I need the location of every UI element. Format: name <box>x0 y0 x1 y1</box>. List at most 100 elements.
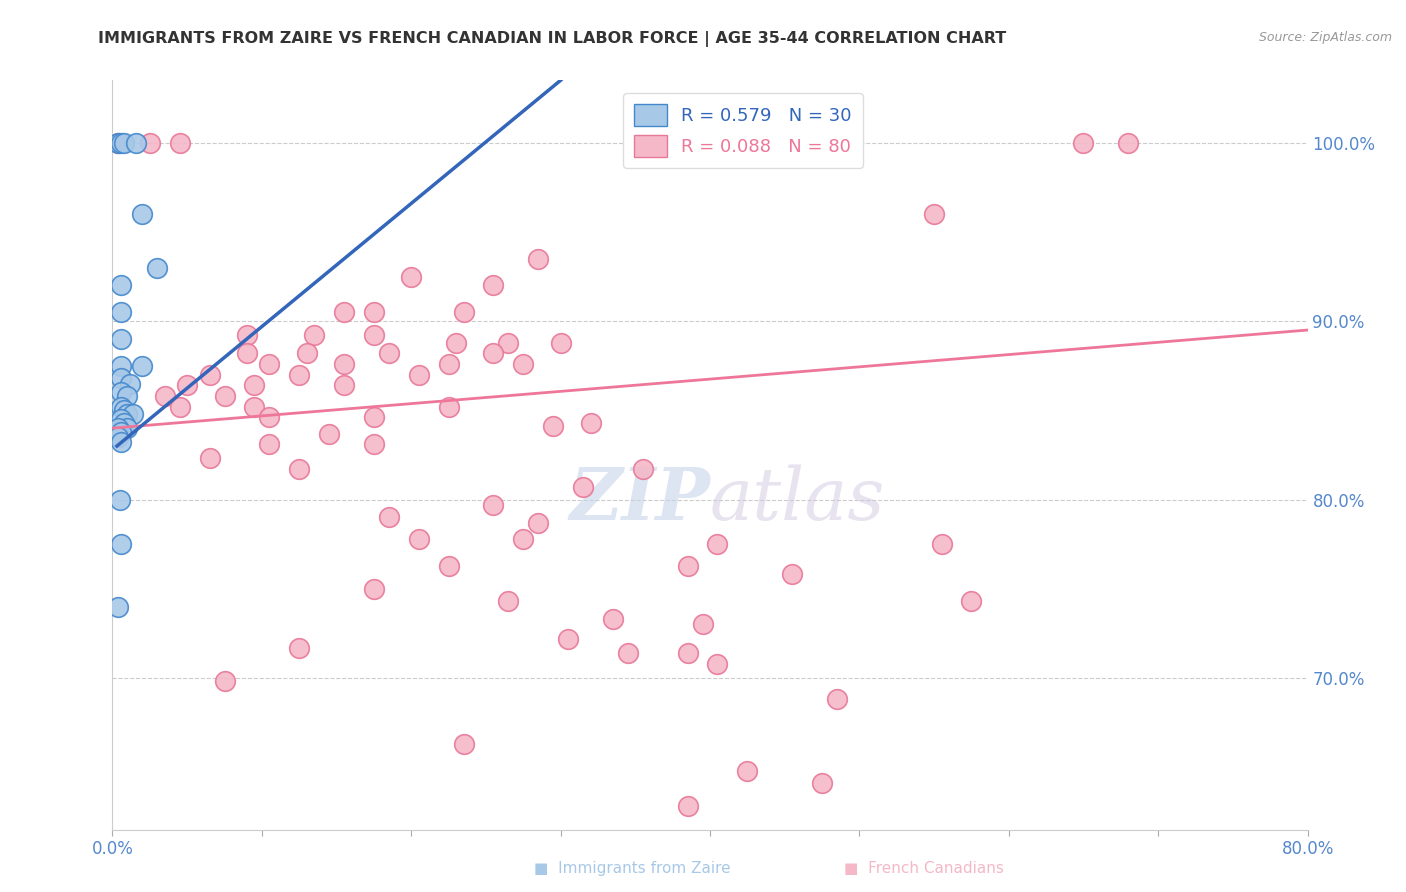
Point <box>453 737 475 751</box>
Point <box>114 403 135 417</box>
Point <box>107 430 129 444</box>
Point <box>922 207 945 221</box>
Point <box>825 692 848 706</box>
Point <box>333 378 356 392</box>
Point <box>288 462 311 476</box>
Point <box>527 252 550 266</box>
Point <box>527 516 550 530</box>
Point <box>236 346 259 360</box>
Point <box>169 400 191 414</box>
Point <box>624 136 647 150</box>
Point <box>706 537 728 551</box>
Text: ■  French Canadians: ■ French Canadians <box>844 861 1004 876</box>
Point <box>243 378 266 392</box>
Legend: R = 0.579   N = 30, R = 0.088   N = 80: R = 0.579 N = 30, R = 0.088 N = 80 <box>623 93 862 168</box>
Point <box>302 328 325 343</box>
Point <box>931 537 953 551</box>
Point <box>408 532 430 546</box>
Point <box>117 421 139 435</box>
Point <box>169 136 191 150</box>
Point <box>107 136 129 150</box>
Point <box>453 305 475 319</box>
Point <box>214 674 236 689</box>
Point <box>363 305 385 319</box>
Point <box>110 332 132 346</box>
Point <box>482 498 505 512</box>
Point <box>631 462 654 476</box>
Point <box>110 385 132 400</box>
Point <box>437 558 460 573</box>
Point <box>444 335 467 350</box>
Point <box>243 400 266 414</box>
Point <box>110 435 132 450</box>
Point <box>363 328 385 343</box>
Text: ■  Immigrants from Zaire: ■ Immigrants from Zaire <box>534 861 731 876</box>
Point <box>110 371 132 385</box>
Point <box>259 410 281 425</box>
Point <box>744 136 766 150</box>
Point <box>579 416 602 430</box>
Point <box>114 416 135 430</box>
Point <box>125 136 148 150</box>
Point <box>107 599 129 614</box>
Point <box>110 278 132 293</box>
Point <box>602 612 624 626</box>
Point <box>482 278 505 293</box>
Point <box>153 389 176 403</box>
Text: atlas: atlas <box>710 465 886 535</box>
Point <box>110 359 132 373</box>
Point <box>117 389 139 403</box>
Point <box>706 657 728 671</box>
Point <box>1118 136 1140 150</box>
Point <box>146 260 169 275</box>
Point <box>259 357 281 371</box>
Point <box>110 425 132 439</box>
Point <box>647 136 669 150</box>
Point <box>108 492 131 507</box>
Point <box>131 207 153 221</box>
Point <box>122 407 145 421</box>
Point <box>214 389 236 403</box>
Point <box>482 346 505 360</box>
Text: ZIP: ZIP <box>569 465 710 535</box>
Point <box>676 558 699 573</box>
Text: IMMIGRANTS FROM ZAIRE VS FRENCH CANADIAN IN LABOR FORCE | AGE 35-44 CORRELATION : IMMIGRANTS FROM ZAIRE VS FRENCH CANADIAN… <box>98 31 1007 47</box>
Point <box>512 532 534 546</box>
Point <box>811 776 834 790</box>
Point <box>378 346 401 360</box>
Point <box>139 136 162 150</box>
Point <box>1073 136 1095 150</box>
Point <box>550 335 572 350</box>
Point <box>295 346 318 360</box>
Text: Source: ZipAtlas.com: Source: ZipAtlas.com <box>1258 31 1392 45</box>
Point <box>107 421 129 435</box>
Point <box>333 305 356 319</box>
Point <box>318 426 340 441</box>
Point <box>498 335 520 350</box>
Point <box>541 419 564 434</box>
Point <box>692 617 714 632</box>
Point <box>198 451 221 466</box>
Point <box>780 567 803 582</box>
Point <box>676 646 699 660</box>
Point <box>512 357 534 371</box>
Point <box>288 640 311 655</box>
Point <box>259 437 281 451</box>
Point <box>288 368 311 382</box>
Point <box>363 410 385 425</box>
Point <box>198 368 221 382</box>
Point <box>714 136 737 150</box>
Point <box>572 480 595 494</box>
Point <box>120 376 142 391</box>
Point <box>960 594 983 608</box>
Point <box>114 136 135 150</box>
Point <box>408 368 430 382</box>
Point <box>176 378 198 392</box>
Point <box>110 412 132 426</box>
Point <box>676 799 699 814</box>
Point <box>110 136 132 150</box>
Point <box>110 305 132 319</box>
Point <box>378 510 401 524</box>
Point <box>333 357 356 371</box>
Point <box>401 269 423 284</box>
